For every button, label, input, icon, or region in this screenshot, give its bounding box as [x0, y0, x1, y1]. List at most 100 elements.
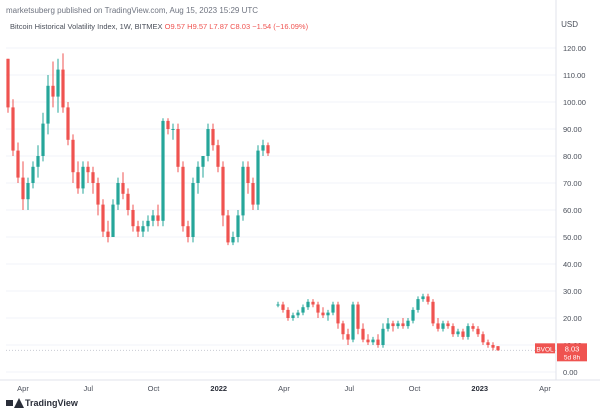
price-tick-label: 30.00	[563, 287, 582, 296]
candle-body	[466, 326, 470, 337]
candle-body	[286, 309, 290, 318]
candle-body	[436, 323, 440, 329]
candle-body	[381, 328, 385, 345]
candle-body	[121, 183, 125, 194]
candle	[56, 58, 60, 113]
candle	[376, 334, 380, 348]
price-tick-label: 80.00	[563, 152, 582, 161]
candle-body	[426, 296, 430, 302]
price-tick-label: 110.00	[563, 71, 585, 80]
candle-body	[416, 299, 420, 310]
candle-body	[21, 177, 25, 200]
grid-lines	[0, 0, 600, 381]
candle	[106, 220, 110, 243]
candle-body	[451, 326, 455, 335]
candle-body	[371, 339, 375, 343]
candle-body	[216, 145, 220, 167]
candle	[276, 301, 280, 308]
candle	[36, 145, 40, 178]
time-tick-label: 2023	[471, 384, 488, 393]
candle	[441, 320, 445, 332]
price-tick-label: 40.00	[563, 260, 582, 269]
candle	[116, 177, 120, 210]
candle-body	[231, 237, 235, 243]
candle-body	[391, 323, 395, 327]
candle-body	[386, 323, 390, 329]
time-tick-label: Apr	[539, 384, 551, 393]
candle	[346, 328, 350, 345]
time-tick-label: Oct	[409, 384, 422, 393]
candle-body	[31, 166, 35, 183]
candle-body	[51, 85, 55, 97]
candle	[241, 161, 245, 221]
candle-body	[211, 129, 215, 146]
candle-body	[351, 304, 355, 340]
candle	[406, 318, 410, 329]
price-axis: 0.0010.0020.0030.0040.0050.0060.0070.008…	[563, 44, 586, 377]
candle	[81, 161, 85, 194]
candle-body	[116, 183, 120, 205]
price-tick-label: 90.00	[563, 125, 582, 134]
candle	[391, 320, 395, 332]
candle	[351, 301, 355, 343]
candle	[141, 220, 145, 237]
candle	[66, 102, 70, 146]
time-tick-label: Apr	[278, 384, 290, 393]
candle-body	[321, 312, 325, 316]
candle-body	[196, 166, 200, 183]
candle	[281, 301, 285, 313]
candle	[181, 161, 185, 232]
candle	[131, 204, 135, 232]
candle	[361, 323, 365, 343]
candle-body	[291, 315, 295, 318]
candle-body	[461, 331, 465, 337]
candle-body	[131, 210, 135, 227]
candle-body	[66, 107, 70, 140]
time-tick-label: Jul	[344, 384, 354, 393]
candle	[306, 299, 310, 310]
candle	[246, 161, 250, 194]
candle-body	[251, 183, 255, 205]
candle-body	[6, 58, 10, 108]
candle-body	[36, 156, 40, 167]
candle	[221, 161, 225, 227]
candle-body	[246, 166, 250, 183]
candles	[6, 53, 500, 351]
candle	[286, 307, 290, 321]
candle	[101, 199, 105, 237]
tradingview-branding[interactable]: TradingView	[6, 398, 78, 408]
candle-body	[161, 120, 165, 221]
candle-body	[61, 69, 65, 108]
candle	[396, 320, 400, 329]
candle-body	[456, 331, 460, 335]
candle-body	[76, 172, 80, 189]
candle	[126, 188, 130, 216]
candle	[96, 177, 100, 216]
candle-body	[181, 166, 185, 227]
time-axis: AprJulOct2022AprJulOct2023AprJulOct	[17, 384, 551, 393]
price-tick-label: 20.00	[563, 314, 582, 323]
candle	[321, 307, 325, 318]
candle-body	[151, 215, 155, 221]
candle	[46, 75, 50, 135]
ohlc-values: O9.57 H9.57 L7.87 C8.03 −1.54 (−16.09%)	[164, 22, 309, 31]
candle	[421, 293, 425, 302]
price-tick-label: 120.00	[563, 44, 586, 53]
candle-body	[46, 85, 50, 124]
candle-body	[326, 312, 330, 316]
candle-body	[56, 69, 60, 97]
candle	[201, 156, 205, 178]
candle	[216, 139, 220, 173]
candle-body	[191, 183, 195, 237]
candle	[146, 215, 150, 232]
badge-value-box	[557, 343, 587, 362]
symbol-name: Bitcoin Historical Volatility Index, 1W,…	[10, 22, 163, 31]
candle	[76, 161, 80, 194]
candle	[266, 142, 270, 156]
candle-body	[16, 150, 20, 178]
candle-body	[281, 304, 285, 310]
candle	[426, 293, 430, 305]
candle	[26, 177, 30, 210]
candle	[461, 328, 465, 340]
